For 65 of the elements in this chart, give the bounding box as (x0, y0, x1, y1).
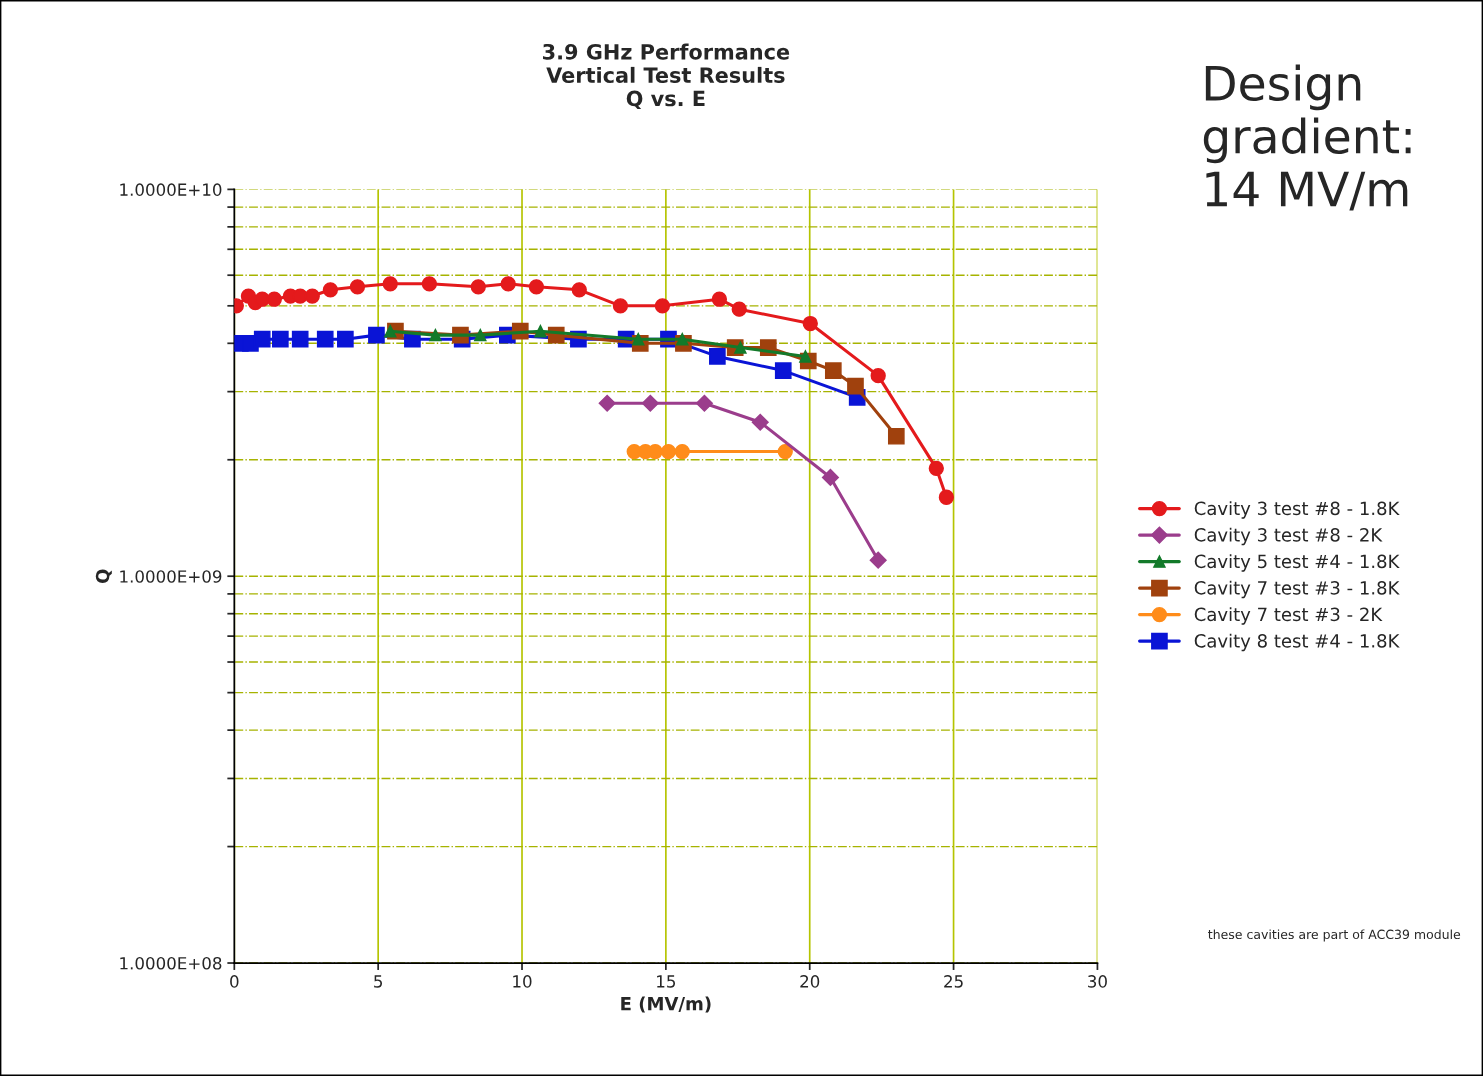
chart-title: 3.9 GHz Performance Vertical Test Results Q vs. E (543, 43, 790, 110)
point (266, 291, 282, 307)
point (383, 324, 397, 338)
point (368, 326, 385, 344)
legend-label: Cavity 3 test #8 - 2K (1194, 527, 1383, 546)
point (291, 330, 309, 348)
point (272, 330, 289, 348)
point (870, 367, 886, 384)
point (571, 282, 587, 298)
legend-label: Cavity 8 test #4 - 1.8K (1194, 633, 1400, 652)
point (528, 279, 545, 295)
legend-label: Cavity 7 test #3 - 2K (1194, 607, 1383, 625)
point (847, 377, 864, 395)
point (751, 413, 769, 431)
point (382, 276, 398, 292)
y-axis-title: Q (95, 569, 112, 583)
point (322, 282, 339, 298)
point (598, 394, 616, 412)
point (337, 330, 354, 348)
point (695, 394, 713, 412)
point (777, 443, 793, 460)
point (470, 279, 486, 295)
x-tick-label: 20 (800, 975, 820, 988)
point (474, 328, 487, 342)
point (612, 298, 629, 314)
point (887, 427, 905, 445)
point (821, 468, 839, 487)
point (304, 288, 320, 304)
point (774, 362, 792, 379)
y-tick-label: 1.0000E+10 (120, 183, 222, 196)
x-tick-label: 30 (1088, 975, 1107, 988)
text: these cavities are part of ACC39 module (1208, 929, 1461, 942)
point (534, 324, 547, 338)
point (500, 276, 516, 292)
point (938, 489, 955, 505)
legend-label: Cavity 7 test #3 - 1.8K (1194, 580, 1400, 599)
point (802, 315, 818, 332)
y-tick-label: 1.0000E+08 (120, 956, 222, 970)
text: Design gradient: 14 MV/m (1203, 64, 1411, 211)
point (316, 330, 334, 348)
point (631, 332, 645, 346)
x-tick-label: 10 (513, 975, 532, 988)
x-tick-label: 15 (657, 975, 676, 988)
legend-label: Cavity 3 test #8 - 1.8K (1194, 501, 1400, 519)
x-tick-label: 25 (944, 975, 963, 988)
point (421, 276, 438, 292)
x-tick-label: 0 (230, 975, 239, 988)
point (711, 291, 728, 307)
point (709, 348, 726, 365)
x-axis-title: E (MV/m) (621, 996, 711, 1013)
legend-label: Cavity 5 test #4 - 1.8K (1194, 554, 1400, 572)
point (654, 298, 671, 314)
point (676, 332, 689, 346)
point (641, 394, 659, 412)
point (253, 330, 271, 348)
point (349, 279, 366, 295)
point (928, 460, 944, 477)
point (731, 301, 747, 317)
point (429, 328, 442, 342)
point (674, 443, 690, 460)
y-tick-label: 1.0000E+09 (120, 570, 222, 583)
point (660, 443, 677, 460)
x-tick-label: 5 (374, 975, 383, 988)
point (869, 551, 887, 569)
point (824, 362, 842, 379)
